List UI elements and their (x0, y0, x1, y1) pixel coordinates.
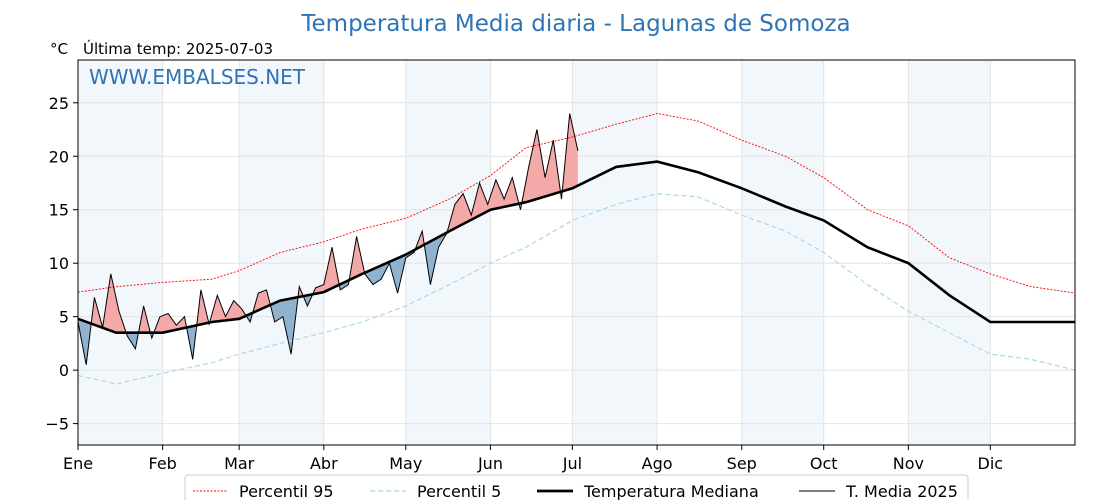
month-shade-3 (572, 60, 658, 445)
month-shade-1 (239, 60, 324, 445)
unit-label: °C (50, 40, 68, 58)
series-line-p5 (77, 193, 1076, 385)
y-tick-label: 10 (49, 254, 69, 273)
above-median-fill (521, 129, 561, 204)
month-shade-0 (78, 60, 163, 445)
series-line-median (77, 160, 1075, 334)
x-axis: Ene Feb Mar Abr May Jun Jul Ago Sep Oct Nov Dic (63, 445, 1003, 473)
series-line-current (77, 113, 579, 365)
x-tick-label: Abr (310, 454, 338, 473)
x-tick-label: Oct (810, 454, 838, 473)
x-tick-label: May (389, 454, 422, 473)
x-tick-label: Sep (727, 454, 757, 473)
below-median-fill (270, 297, 298, 355)
month-shade-4 (741, 60, 824, 445)
legend-label-current: T. Media 2025 (845, 482, 958, 500)
series-lines (77, 113, 1076, 385)
x-tick-label: Ene (63, 454, 93, 473)
x-tick-label: Feb (149, 454, 177, 473)
x-tick-label: Dic (978, 454, 1004, 473)
above-median-fill (196, 289, 208, 326)
below-median-fill (303, 294, 312, 306)
below-median-fill (127, 332, 139, 349)
y-tick-label: 25 (49, 94, 69, 113)
legend: Percentil 95 Percentil 5 Temperatura Med… (184, 474, 969, 500)
below-median-fill (364, 250, 414, 294)
y-axis: −5 0 5 10 15 20 25 (45, 94, 78, 434)
above-median-fill (139, 305, 151, 333)
above-median-fill (312, 247, 339, 295)
y-tick-label: 15 (49, 201, 69, 220)
watermark: WWW.EMBALSES.NET (89, 65, 306, 89)
legend-label-median: Temperatura Mediana (583, 482, 759, 500)
y-tick-label: 20 (49, 147, 69, 166)
month-shade-5 (908, 60, 991, 445)
above-median-fill (562, 113, 578, 192)
last-temp-label: Última temp: 2025-07-03 (83, 39, 273, 58)
y-tick-label: 0 (59, 361, 69, 380)
x-tick-label: Nov (893, 454, 924, 473)
x-tick-label: Jul (562, 454, 582, 473)
month-shade-2 (405, 60, 491, 445)
x-tick-label: Mar (224, 454, 255, 473)
x-tick-label: Jun (477, 454, 503, 473)
legend-label-p95: Percentil 95 (239, 482, 334, 500)
y-tick-label: −5 (45, 415, 69, 434)
series-line-p95 (77, 113, 1076, 294)
plot-frame (77, 59, 1076, 446)
legend-box (184, 474, 969, 500)
above-median-fill (349, 236, 364, 280)
above-median-fill (154, 313, 186, 333)
legend-label-p5: Percentil 5 (417, 482, 501, 500)
y-tick-label: 5 (59, 308, 69, 327)
x-tick-label: Ago (642, 454, 673, 473)
chart-title: Temperatura Media diaria - Lagunas de So… (300, 11, 850, 37)
plot-background (78, 60, 991, 445)
above-median-fill (91, 273, 126, 333)
